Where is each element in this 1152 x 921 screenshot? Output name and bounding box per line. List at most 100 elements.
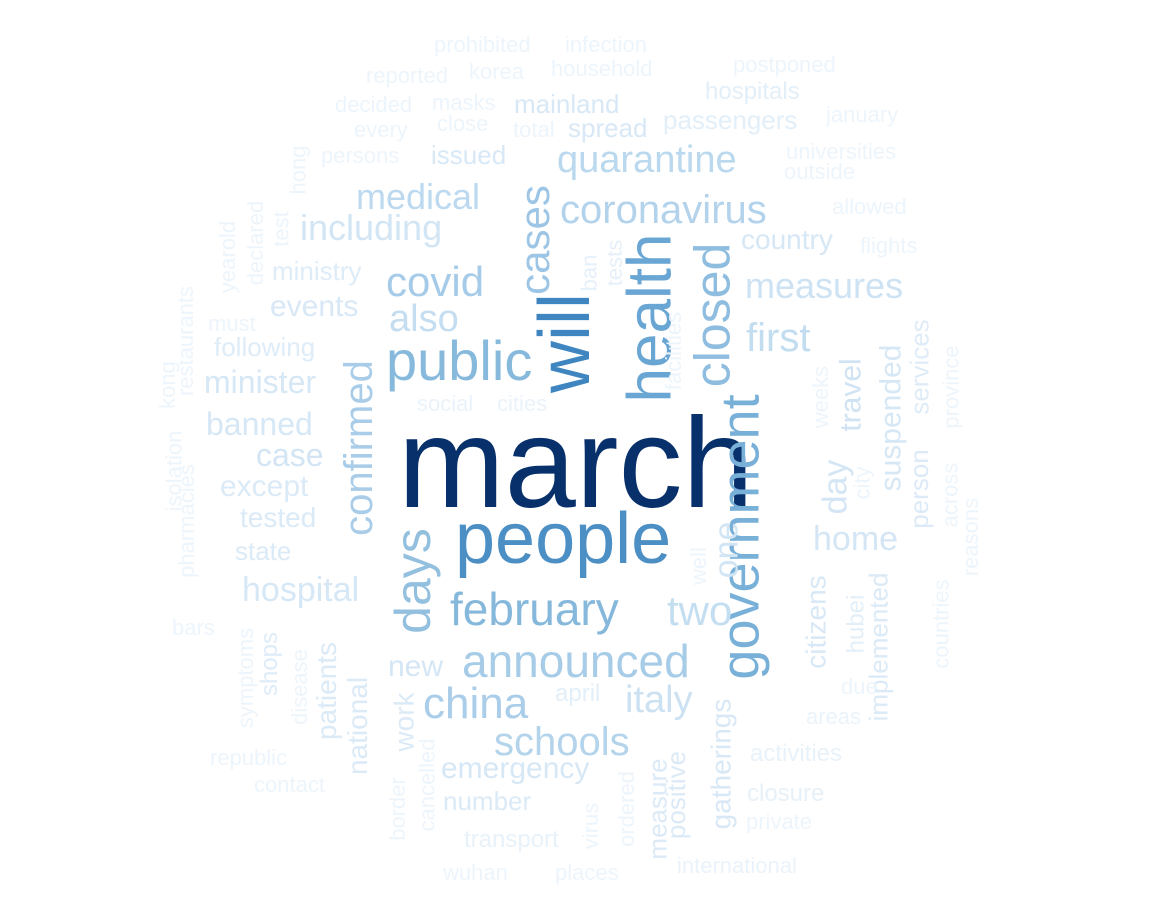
word-april: april [555,680,601,707]
word-republic: republic [210,745,288,770]
word-kong: kong [154,361,180,409]
word-korea: korea [469,59,525,84]
word-bars: bars [172,615,215,640]
word-hong: hong [285,145,311,195]
word-masks: masks [432,90,496,115]
word-areas: areas [806,704,862,729]
word-tested: tested [240,502,317,533]
word-activities: activities [750,740,843,767]
word-schools: schools [494,720,630,764]
word-yearold: yearold [215,220,241,294]
word-quarantine: quarantine [557,139,737,181]
word-ministry: ministry [272,256,362,286]
word-following: following [214,332,316,362]
word-minister: minister [204,364,317,400]
word-close: close [437,111,489,136]
word-reasons: reasons [958,497,984,577]
word-also: also [389,298,459,340]
word-social: social [417,391,474,416]
word-weeks: weeks [808,365,834,429]
word-must: must [208,311,256,336]
word-medical: medical [356,176,481,217]
word-one: one [707,521,746,579]
word-declared: declared [243,200,269,286]
word-mainland: mainland [514,89,620,119]
word-including: including [300,207,443,248]
word-february: february [450,583,619,635]
word-infection: infection [565,32,647,57]
word-person: person [903,449,934,529]
word-passengers: passengers [663,105,798,135]
word-virus: virus [578,802,604,850]
word-cities: cities [497,391,548,416]
word-well: well [685,547,711,585]
word-services: services [904,319,935,415]
word-two: two [667,587,733,634]
word-banned: banned [206,406,313,442]
word-issued: issued [431,140,507,170]
word-transport: transport [464,826,559,853]
word-measures: measures [745,265,904,306]
word-closed: closed [684,242,741,388]
word-places: places [555,860,619,885]
word-people: people [455,499,672,579]
word-household: household [551,56,653,81]
word-wuhan: wuhan [443,860,508,885]
word-travel: travel [834,358,868,432]
word-ban: ban [576,254,602,292]
word-symptoms: symptoms [233,627,259,729]
word-hospitals: hospitals [705,78,800,105]
word-state: state [235,536,292,566]
word-emergency: emergency [441,752,590,785]
word-patients: patients [311,641,343,741]
word-cancelled: cancelled [414,738,440,832]
word-shops: shops [256,631,284,697]
word-china: china [423,679,529,728]
word-reported: reported [366,63,448,88]
word-province: province [938,345,964,429]
word-number: number [443,786,532,816]
word-border: border [384,777,410,841]
word-hospital: hospital [242,571,360,609]
word-announced: announced [462,635,690,687]
word-home: home [813,520,899,558]
word-gatherings: gatherings [705,698,737,830]
word-spread: spread [568,113,648,143]
word-pharmacies: pharmacies [173,464,199,578]
word-total: total [513,117,555,142]
word-allowed: allowed [832,194,907,219]
word-ordered: ordered [613,771,639,847]
word-universities: universities [786,139,897,164]
word-suspended: suspended [874,344,908,492]
word-tests: tests [602,239,628,287]
word-countries: countries [928,579,954,669]
word-city: city [849,466,875,500]
word-due: due [841,674,878,699]
word-coronavirus: coronavirus [560,188,767,232]
word-postponed: postponed [733,52,836,77]
word-persons: persons [321,143,400,168]
word-across: across [937,462,963,528]
word-disease: disease [286,649,312,725]
word-measure: measure [642,758,673,860]
word-italy: italy [625,679,693,721]
word-every: every [354,117,408,142]
word-private: private [746,809,813,834]
word-covid: covid [386,258,485,305]
word-hubei: hubei [842,594,870,654]
word-will: will [524,293,605,393]
word-flights: flights [860,233,918,258]
word-day: day [816,459,855,515]
word-decided: decided [335,92,413,117]
word-contact: contact [254,772,325,797]
word-international: international [677,853,797,878]
word-case: case [256,437,324,473]
word-days: days [384,528,441,634]
word-country: country [741,224,833,255]
word-closure: closure [747,780,825,807]
word-citizens: citizens [800,575,832,669]
word-march: march [398,392,754,535]
word-events: events [270,290,359,323]
word-public: public [386,329,533,392]
